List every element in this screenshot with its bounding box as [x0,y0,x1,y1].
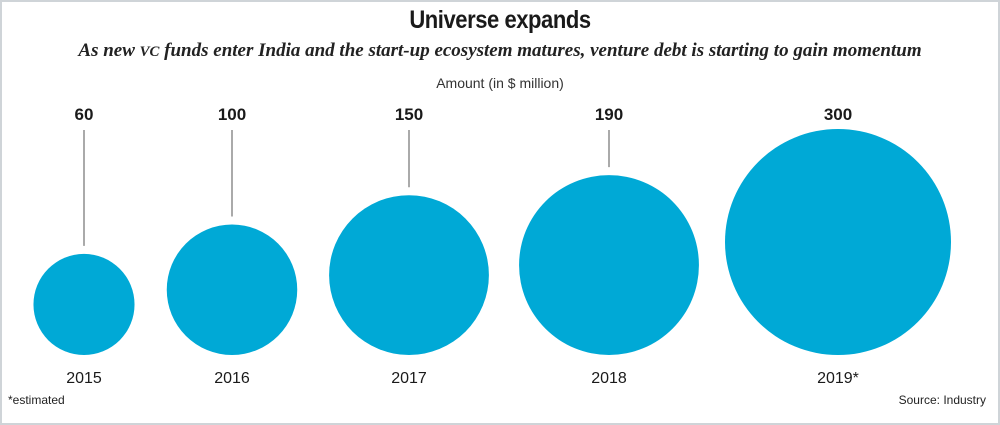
bubble-2015 [33,253,135,355]
category-label-2019: 2019* [817,370,859,387]
category-label-2015: 2015 [66,370,102,387]
chart-subtitle: As new VC funds enter India and the star… [0,40,1000,62]
category-label-2018: 2018 [591,370,627,387]
category-label-2016: 2016 [214,370,250,387]
subtitle-vc-smallcaps: VC [139,44,160,60]
bubble-2019 [725,129,951,355]
bubble-2017 [329,195,489,355]
value-label-2019: 300 [824,105,852,124]
category-label-2017: 2017 [391,370,427,387]
bubble-2016 [166,224,298,355]
value-label-2017: 150 [395,105,423,124]
unit-label: Amount (in $ million) [436,75,564,91]
subtitle-text: As new VC funds enter India and the star… [78,40,922,61]
value-label-2016: 100 [218,105,246,124]
value-label-2018: 190 [595,105,623,124]
source-note: Source: Industry [898,393,986,407]
chart-title: Universe expands [409,6,591,34]
value-label-2015: 60 [75,105,94,124]
footnote: *estimated [8,393,65,407]
bubble-2018 [519,175,699,355]
